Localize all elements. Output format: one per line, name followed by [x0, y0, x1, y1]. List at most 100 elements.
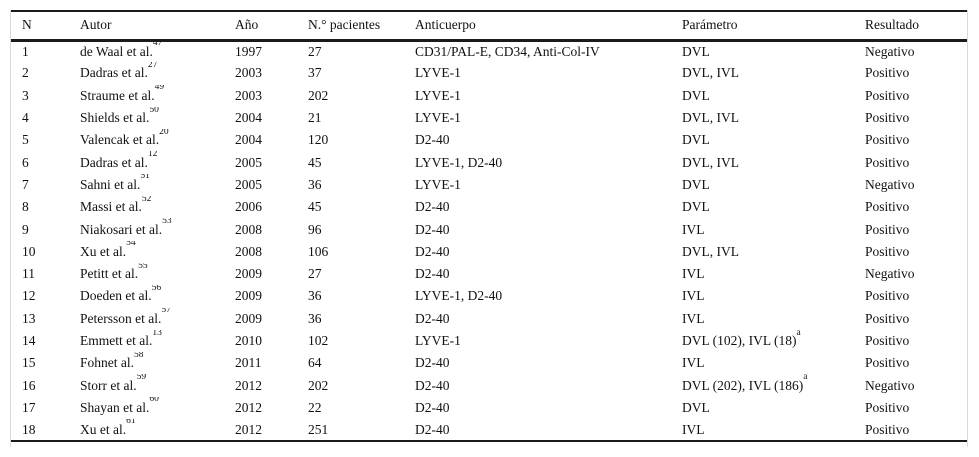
author-name: Storr et al.: [80, 377, 137, 393]
table-row: 11 Petitt et al.55 2009 27 D2-40 IVL Neg…: [10, 263, 968, 285]
table-row: 2 Dadras et al.27 2003 37 LYVE-1 DVL, IV…: [10, 62, 968, 84]
parametro-note-superscript: a: [796, 329, 801, 338]
cell-resultado: Negativo: [865, 176, 915, 192]
table-row: 7 Sahni et al.51 2005 36 LYVE-1 DVL Nega…: [10, 174, 968, 196]
cell-ano: 2005: [235, 154, 262, 170]
parametro-value: DVL, IVL: [682, 243, 739, 259]
cell-resultado: Positivo: [865, 110, 910, 126]
cell-autor: Niakosari et al.53: [80, 218, 235, 240]
cell-autor: Petitt et al.55: [80, 263, 235, 285]
author-reference-superscript: 50: [149, 106, 159, 115]
author-name: Dadras et al.: [80, 154, 148, 170]
cell-n: 16: [22, 377, 36, 393]
cell-parametro: DVL, IVL: [682, 241, 865, 263]
cell-parametro: DVL: [682, 40, 865, 62]
cell-anticuerpo: LYVE-1: [415, 87, 461, 103]
cell-autor: Storr et al.59: [80, 374, 235, 396]
cell-anticuerpo: D2-40: [415, 377, 450, 393]
header-row: N Autor Año N.° pacientes Anticuerpo Par…: [10, 10, 968, 42]
cell-n: 17: [22, 399, 36, 415]
parametro-value: DVL: [682, 87, 710, 103]
author-reference-superscript: 60: [149, 396, 159, 405]
cell-parametro: DVL: [682, 397, 865, 419]
cell-parametro: DVL: [682, 196, 865, 218]
cell-anticuerpo: CD31/PAL-E, CD34, Anti-Col-IV: [415, 43, 600, 59]
cell-pacientes: 21: [308, 110, 322, 126]
parametro-value: IVL: [682, 355, 705, 371]
cell-autor: Valencak et al.20: [80, 129, 235, 151]
author-reference-superscript: 51: [140, 173, 150, 182]
cell-anticuerpo: D2-40: [415, 132, 450, 148]
cell-pacientes: 120: [308, 132, 329, 148]
table-row: 5 Valencak et al.20 2004 120 D2-40 DVL P…: [10, 129, 968, 151]
author-name: Emmett et al.: [80, 333, 153, 348]
cell-pacientes: 251: [308, 421, 329, 437]
author-reference-superscript: 58: [134, 352, 144, 360]
table-row: 13 Petersson et al.57 2009 36 D2-40 IVL …: [10, 308, 968, 330]
cell-ano: 2012: [235, 377, 262, 393]
cell-resultado: Positivo: [865, 333, 910, 348]
author-reference-superscript: 56: [151, 285, 162, 293]
column-header-ano: Año: [235, 10, 308, 42]
cell-parametro: DVL (202), IVL (186)a: [682, 374, 865, 396]
cell-parametro: DVL (102), IVL (18)a: [682, 330, 865, 352]
column-header-anticuerpo: Anticuerpo: [415, 10, 682, 42]
author-reference-superscript: 49: [154, 84, 165, 93]
author-reference-superscript: 59: [136, 374, 147, 383]
cell-pacientes: 36: [308, 310, 322, 326]
cell-anticuerpo: D2-40: [415, 221, 450, 237]
cell-ano: 1997: [235, 43, 262, 59]
table-row: 1 de Waal et al.47 1997 27 CD31/PAL-E, C…: [10, 40, 968, 62]
cell-parametro: IVL: [682, 352, 865, 374]
cell-n: 11: [22, 266, 35, 282]
parametro-value: IVL: [682, 421, 705, 437]
cell-n: 8: [22, 199, 29, 215]
cell-autor: Straume et al.49: [80, 85, 235, 107]
cell-autor: Shayan et al.60: [80, 397, 235, 419]
cell-n: 14: [22, 333, 36, 348]
cell-anticuerpo: LYVE-1: [415, 65, 461, 81]
parametro-value: IVL: [682, 221, 705, 237]
cell-anticuerpo: D2-40: [415, 199, 450, 215]
author-name: Xu et al.: [80, 421, 127, 437]
author-reference-superscript: 52: [141, 196, 152, 204]
author-name: de Waal et al.: [80, 43, 153, 59]
table-row: 9 Niakosari et al.53 2008 96 D2-40 IVL P…: [10, 218, 968, 240]
parametro-value: DVL: [682, 399, 710, 415]
cell-anticuerpo: D2-40: [415, 266, 450, 282]
parametro-value: DVL, IVL: [682, 154, 739, 170]
author-name: Valencak et al.: [80, 132, 160, 148]
cell-parametro: IVL: [682, 419, 865, 441]
cell-pacientes: 45: [308, 154, 322, 170]
cell-anticuerpo: D2-40: [415, 310, 450, 326]
table-row: 18 Xu et al.61 2012 251 D2-40 IVL Positi…: [10, 419, 968, 441]
cell-resultado: Positivo: [865, 421, 910, 437]
author-name: Sahni et al.: [80, 176, 141, 192]
cell-ano: 2005: [235, 176, 262, 192]
cell-anticuerpo: LYVE-1, D2-40: [415, 154, 503, 170]
cell-pacientes: 106: [308, 243, 329, 259]
cell-resultado: Positivo: [865, 355, 910, 371]
author-reference-superscript: 57: [161, 307, 171, 316]
cell-anticuerpo: LYVE-1: [415, 110, 461, 126]
cell-parametro: DVL: [682, 174, 865, 196]
parametro-value: DVL: [682, 132, 710, 148]
cell-ano: 2009: [235, 288, 262, 304]
cell-ano: 2004: [235, 110, 262, 126]
cell-resultado: Negativo: [865, 377, 915, 393]
cell-autor: Dadras et al.27: [80, 62, 235, 84]
cell-parametro: DVL, IVL: [682, 107, 865, 129]
cell-pacientes: 64: [308, 355, 322, 371]
cell-ano: 2012: [235, 399, 262, 415]
cell-resultado: Positivo: [865, 132, 910, 148]
cell-anticuerpo: D2-40: [415, 421, 450, 437]
cell-autor: Massi et al.52: [80, 196, 235, 218]
author-name: Shields et al.: [80, 110, 150, 126]
cell-pacientes: 102: [308, 333, 329, 348]
cell-resultado: Negativo: [865, 266, 915, 282]
column-header-parametro: Parámetro: [682, 10, 865, 42]
cell-n: 10: [22, 243, 36, 259]
column-header-n: N: [10, 10, 80, 42]
cell-n: 3: [22, 87, 29, 103]
cell-pacientes: 27: [308, 43, 322, 59]
